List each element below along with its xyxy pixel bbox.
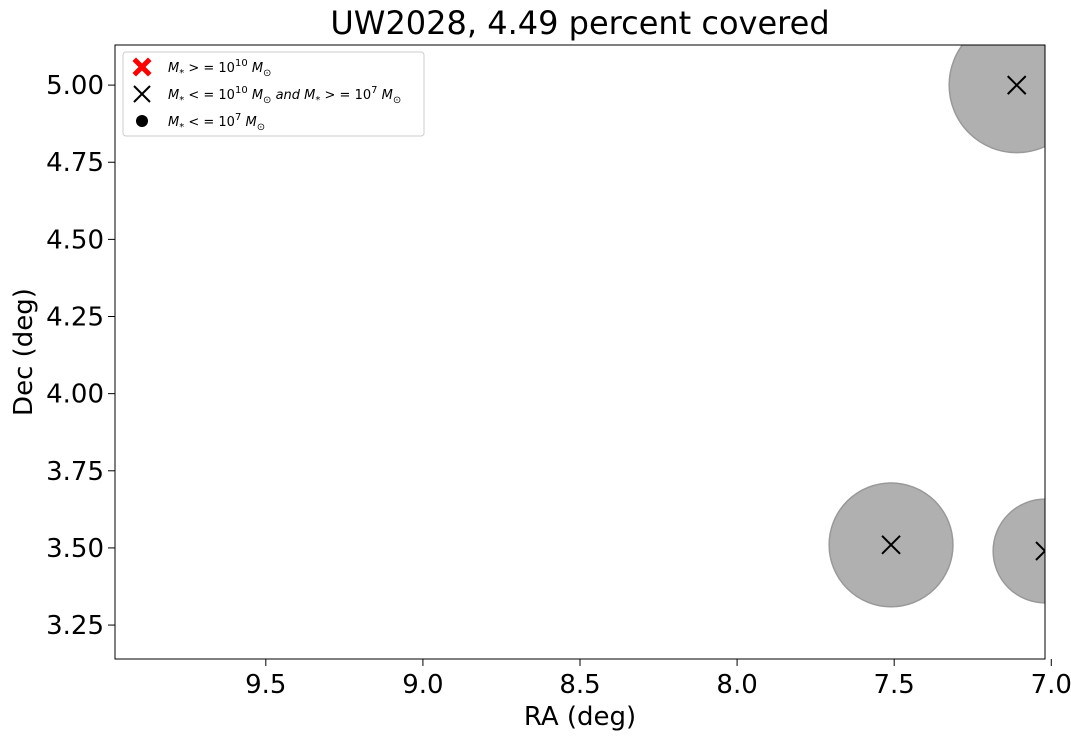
plot-area [828,45,1045,608]
x-tick-label: 8.5 [559,670,600,700]
x-tick-label: 8.0 [716,670,757,700]
marker-stroke [1007,75,1027,95]
coverage-circle [992,498,1045,604]
chart-title: UW2028, 4.49 percent covered [330,4,829,42]
x-tick-label: 7.0 [1031,670,1071,700]
y-axis: 3.25 3.50 3.75 4.00 4.25 4.50 4.75 5.00 [46,71,115,641]
coverage-circle [948,45,1045,154]
y-tick-label: 3.25 [46,611,104,641]
x-tick-label: 9.5 [245,670,286,700]
y-tick-label: 3.50 [46,534,104,564]
data-point [1007,75,1027,95]
legend-marker-filled-x [132,57,152,77]
marker-stroke [1035,541,1045,553]
y-axis-title: Dec (deg) [9,288,39,416]
marker-stroke [132,57,152,77]
legend-marker-dot [136,115,148,127]
legend-label: M* > = 1010 M⊙ [168,58,271,79]
x-axis-title: RA (deg) [524,702,636,732]
data-point [881,535,901,555]
y-tick-label: 5.00 [46,71,104,101]
marker-stroke [133,85,151,103]
legend: M* > = 1010 M⊙ M* < = 1010 M⊙ and M* > = … [122,51,425,137]
y-tick-label: 3.75 [46,457,104,487]
y-tick-label: 4.25 [46,303,104,333]
legend-marker-x [133,85,151,103]
marker-stroke [1035,549,1045,561]
x-tick-label: 7.5 [874,670,915,700]
legend-label: M* < = 1010 M⊙ and M* > = 107 M⊙ [168,85,401,106]
marker-stroke [881,535,901,555]
legend-label: M* < = 107 M⊙ [168,112,265,133]
y-tick-label: 4.75 [46,148,104,178]
legend-box [122,51,425,137]
data-point [1035,541,1045,561]
x-axis: 9.5 9.0 8.5 8.0 7.5 7.0 [245,659,1071,700]
x-tick-label: 9.0 [402,670,443,700]
y-tick-label: 4.00 [46,380,104,410]
y-tick-label: 4.50 [46,225,104,255]
